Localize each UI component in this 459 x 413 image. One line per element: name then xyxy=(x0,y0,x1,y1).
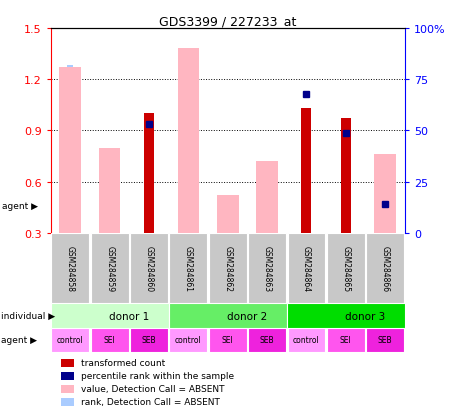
Text: rank, Detection Call = ABSENT: rank, Detection Call = ABSENT xyxy=(80,397,219,406)
Text: GSM284863: GSM284863 xyxy=(262,245,271,292)
Text: GSM284865: GSM284865 xyxy=(341,245,349,292)
Text: GSM284866: GSM284866 xyxy=(380,245,389,292)
Text: GSM284860: GSM284860 xyxy=(144,245,153,292)
Text: SEB: SEB xyxy=(141,335,156,344)
Bar xyxy=(169,233,207,304)
Bar xyxy=(374,155,395,233)
Bar xyxy=(51,233,89,304)
Bar xyxy=(177,49,199,233)
Bar xyxy=(90,233,128,304)
Bar xyxy=(67,66,73,233)
Bar xyxy=(50,304,168,328)
Text: GSM284858: GSM284858 xyxy=(66,246,75,292)
Bar xyxy=(130,328,168,352)
Bar xyxy=(326,328,364,352)
Text: percentile rank within the sample: percentile rank within the sample xyxy=(80,371,233,380)
Text: GSM284861: GSM284861 xyxy=(184,246,192,292)
Bar xyxy=(61,359,73,367)
Text: donor 1: donor 1 xyxy=(109,311,149,321)
Text: SEI: SEI xyxy=(221,335,233,344)
Text: transformed count: transformed count xyxy=(80,358,165,367)
Bar xyxy=(61,372,73,380)
Bar xyxy=(286,304,404,328)
Bar xyxy=(144,114,154,233)
Bar xyxy=(326,233,364,304)
Bar xyxy=(185,49,191,233)
Bar xyxy=(224,225,230,233)
Text: donor 2: donor 2 xyxy=(227,311,267,321)
Bar xyxy=(59,68,81,233)
Bar xyxy=(263,176,269,233)
Text: agent ▶: agent ▶ xyxy=(1,335,37,344)
Text: donor 3: donor 3 xyxy=(345,311,385,321)
Text: GSM284864: GSM284864 xyxy=(301,245,310,292)
Text: SEB: SEB xyxy=(377,335,392,344)
Bar xyxy=(130,233,168,304)
Bar xyxy=(61,398,73,406)
Bar xyxy=(340,119,350,233)
Bar xyxy=(99,148,120,233)
Title: GDS3399 / 227233_at: GDS3399 / 227233_at xyxy=(159,15,296,28)
Text: individual ▶: individual ▶ xyxy=(1,311,55,320)
Text: SEB: SEB xyxy=(259,335,274,344)
Text: GSM284859: GSM284859 xyxy=(105,245,114,292)
Text: agent ▶: agent ▶ xyxy=(2,202,38,211)
Text: control: control xyxy=(292,335,319,344)
Bar xyxy=(301,109,311,233)
Bar xyxy=(208,328,246,352)
Bar xyxy=(216,196,238,233)
Text: SEI: SEI xyxy=(339,335,351,344)
Bar xyxy=(247,328,285,352)
Bar xyxy=(168,304,286,328)
Bar xyxy=(365,233,403,304)
Bar xyxy=(208,233,246,304)
Bar xyxy=(90,328,128,352)
Text: GSM284862: GSM284862 xyxy=(223,246,232,292)
Bar xyxy=(169,328,207,352)
Text: value, Detection Call = ABSENT: value, Detection Call = ABSENT xyxy=(80,384,224,393)
Bar xyxy=(106,176,112,233)
Text: control: control xyxy=(174,335,202,344)
Bar xyxy=(287,328,325,352)
Bar xyxy=(61,385,73,393)
Text: SEI: SEI xyxy=(104,335,115,344)
Bar xyxy=(247,233,285,304)
Bar xyxy=(256,162,277,233)
Bar xyxy=(381,197,387,233)
Bar xyxy=(287,233,325,304)
Text: control: control xyxy=(57,335,84,344)
Bar xyxy=(51,328,89,352)
Bar xyxy=(365,328,403,352)
